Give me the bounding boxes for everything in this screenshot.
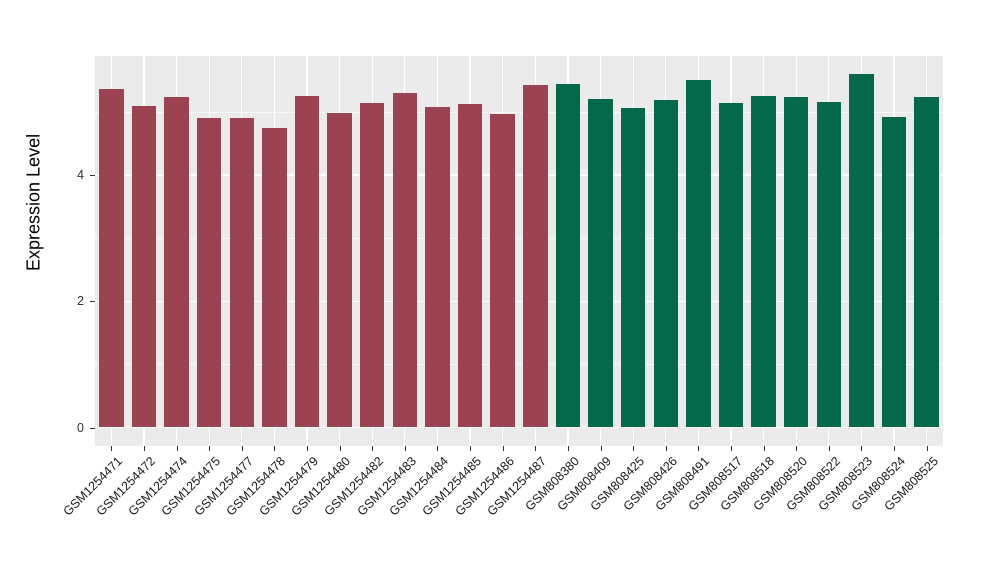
major-gridline-y4 bbox=[95, 174, 943, 176]
x-tick-mark bbox=[437, 446, 439, 451]
x-tick-mark bbox=[894, 446, 896, 451]
bar-GSM808491 bbox=[686, 79, 711, 428]
y-tick-label-2: 2 bbox=[77, 294, 84, 309]
bar-GSM1254478 bbox=[262, 127, 287, 428]
bar-GSM1254474 bbox=[164, 96, 189, 428]
y-tick-mark-0 bbox=[90, 427, 95, 429]
x-tick-mark bbox=[470, 446, 472, 451]
bar-GSM1254483 bbox=[392, 93, 418, 428]
bar-GSM1254482 bbox=[359, 102, 385, 428]
plot-panel bbox=[95, 56, 943, 446]
bar-GSM808380 bbox=[555, 84, 581, 428]
bar-GSM808517 bbox=[718, 102, 744, 428]
x-tick-mark bbox=[502, 446, 504, 451]
bar-GSM808524 bbox=[881, 117, 907, 428]
x-tick-mark bbox=[828, 446, 830, 451]
minor-gridline-y1 bbox=[95, 364, 943, 366]
bar-GSM808522 bbox=[816, 102, 842, 428]
bar-GSM1254475 bbox=[196, 118, 222, 428]
x-tick-mark bbox=[274, 446, 276, 451]
x-tick-mark bbox=[143, 446, 145, 451]
x-tick-mark bbox=[600, 446, 602, 451]
x-tick-mark bbox=[763, 446, 765, 451]
x-tick-mark bbox=[665, 446, 667, 451]
x-tick-mark bbox=[861, 446, 863, 451]
minor-gridline-y3 bbox=[95, 237, 943, 239]
x-tick-mark bbox=[372, 446, 374, 451]
bar-GSM808426 bbox=[653, 100, 679, 428]
bar-GSM1254479 bbox=[294, 95, 320, 428]
x-tick-mark bbox=[731, 446, 732, 451]
bar-GSM1254487 bbox=[523, 84, 548, 428]
bar-GSM808523 bbox=[849, 73, 874, 428]
bar-GSM1254480 bbox=[327, 112, 352, 428]
bar-GSM808409 bbox=[588, 98, 613, 428]
x-tick-mark bbox=[176, 446, 178, 451]
y-tick-mark-2 bbox=[90, 301, 95, 303]
bar-GSM808520 bbox=[783, 96, 809, 428]
bar-GSM808525 bbox=[914, 96, 939, 428]
bar-GSM1254485 bbox=[457, 103, 483, 428]
y-tick-label-0: 0 bbox=[77, 420, 84, 435]
y-tick-label-4: 4 bbox=[77, 167, 84, 182]
y-tick-mark-4 bbox=[90, 174, 95, 176]
x-tick-mark bbox=[209, 446, 211, 451]
x-tick-mark bbox=[404, 446, 406, 451]
x-tick-mark bbox=[339, 446, 341, 451]
minor-gridline-y5 bbox=[95, 111, 943, 113]
x-tick-mark bbox=[633, 446, 635, 451]
x-tick-mark bbox=[796, 446, 798, 451]
bar-GSM808425 bbox=[620, 107, 646, 428]
x-tick-mark bbox=[535, 446, 537, 451]
x-tick-mark bbox=[567, 446, 569, 451]
x-tick-mark bbox=[111, 446, 113, 451]
bar-GSM1254477 bbox=[229, 118, 255, 428]
y-axis-title: Expression Level bbox=[23, 133, 44, 271]
bar-GSM1254486 bbox=[490, 114, 515, 428]
bar-GSM1254472 bbox=[131, 105, 157, 428]
bar-GSM808518 bbox=[751, 95, 776, 428]
major-gridline-y2 bbox=[95, 300, 943, 302]
x-tick-mark bbox=[241, 446, 243, 451]
major-gridline-y0 bbox=[95, 427, 943, 429]
x-tick-mark bbox=[698, 446, 700, 451]
x-tick-mark bbox=[926, 446, 928, 451]
x-tick-mark bbox=[307, 446, 308, 451]
bar-GSM1254471 bbox=[99, 89, 124, 428]
bar-GSM1254484 bbox=[425, 107, 450, 428]
